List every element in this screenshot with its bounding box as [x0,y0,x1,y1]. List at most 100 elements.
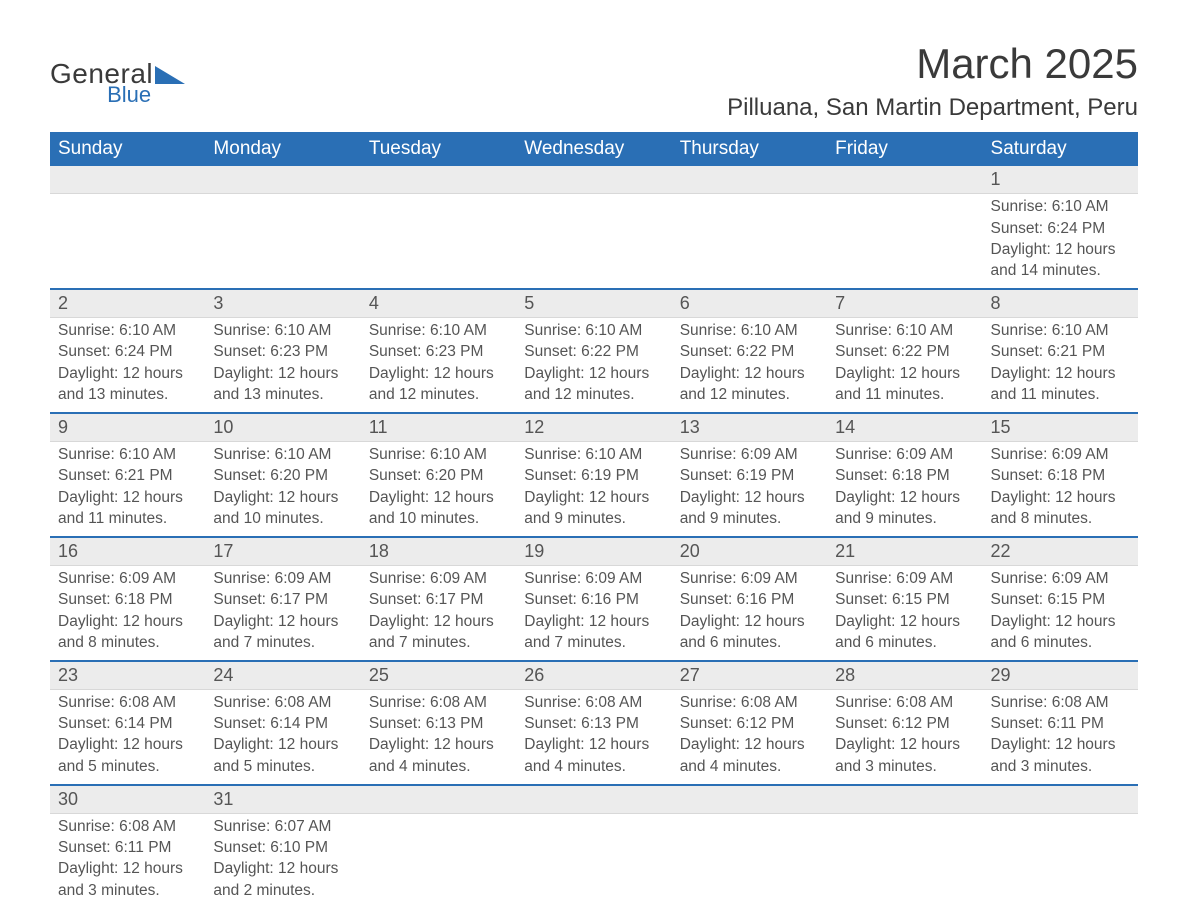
day-number-cell: 9 [50,413,205,442]
day-number-cell: 20 [672,537,827,566]
day-detail-cell: Sunrise: 6:09 AMSunset: 6:17 PMDaylight:… [361,566,516,661]
day-dl1: Daylight: 12 hours [58,488,197,508]
day-ss: Sunset: 6:22 PM [680,342,819,362]
day-dl2: and 6 minutes. [835,633,974,653]
day-number-row: 9101112131415 [50,413,1138,442]
logo-text: General Blue [50,60,153,106]
day-detail-cell: Sunrise: 6:09 AMSunset: 6:15 PMDaylight:… [827,566,982,661]
day-dl2: and 14 minutes. [991,261,1130,281]
logo: General Blue [50,60,185,106]
day-dl2: and 13 minutes. [213,385,352,405]
day-dl2: and 5 minutes. [213,757,352,777]
day-dl1: Daylight: 12 hours [58,735,197,755]
day-ss: Sunset: 6:15 PM [991,590,1130,610]
day-number-cell: 22 [983,537,1138,566]
day-ss: Sunset: 6:20 PM [213,466,352,486]
day-ss: Sunset: 6:13 PM [369,714,508,734]
day-dl1: Daylight: 12 hours [213,612,352,632]
day-dl1: Daylight: 12 hours [835,364,974,384]
day-number-cell: 31 [205,785,360,814]
day-sr: Sunrise: 6:09 AM [991,569,1130,589]
day-ss: Sunset: 6:19 PM [680,466,819,486]
day-detail-cell [50,194,205,289]
day-dl2: and 7 minutes. [213,633,352,653]
day-detail-cell: Sunrise: 6:09 AMSunset: 6:18 PMDaylight:… [983,442,1138,537]
logo-triangle-icon [155,66,185,88]
day-ss: Sunset: 6:14 PM [213,714,352,734]
day-detail-cell: Sunrise: 6:09 AMSunset: 6:16 PMDaylight:… [516,566,671,661]
day-dl1: Daylight: 12 hours [991,240,1130,260]
day-ss: Sunset: 6:19 PM [524,466,663,486]
day-detail-cell: Sunrise: 6:10 AMSunset: 6:22 PMDaylight:… [827,318,982,413]
day-dl1: Daylight: 12 hours [680,735,819,755]
day-detail-cell: Sunrise: 6:08 AMSunset: 6:12 PMDaylight:… [672,690,827,785]
day-dl1: Daylight: 12 hours [524,612,663,632]
day-dl1: Daylight: 12 hours [835,735,974,755]
day-number-row: 16171819202122 [50,537,1138,566]
day-number-cell [983,785,1138,814]
day-dl1: Daylight: 12 hours [524,488,663,508]
day-number-cell: 6 [672,289,827,318]
day-ss: Sunset: 6:18 PM [991,466,1130,486]
day-ss: Sunset: 6:16 PM [524,590,663,610]
day-number-cell: 14 [827,413,982,442]
day-detail-cell: Sunrise: 6:08 AMSunset: 6:14 PMDaylight:… [205,690,360,785]
day-dl2: and 12 minutes. [369,385,508,405]
day-detail-cell [827,814,982,908]
day-dl2: and 3 minutes. [991,757,1130,777]
day-detail-cell: Sunrise: 6:08 AMSunset: 6:12 PMDaylight:… [827,690,982,785]
day-dl1: Daylight: 12 hours [213,735,352,755]
day-number-cell: 25 [361,661,516,690]
day-detail-cell: Sunrise: 6:09 AMSunset: 6:17 PMDaylight:… [205,566,360,661]
day-sr: Sunrise: 6:10 AM [524,445,663,465]
day-number-cell: 11 [361,413,516,442]
day-ss: Sunset: 6:18 PM [58,590,197,610]
day-detail-cell: Sunrise: 6:10 AMSunset: 6:20 PMDaylight:… [205,442,360,537]
day-detail-cell [672,814,827,908]
day-sr: Sunrise: 6:08 AM [369,693,508,713]
day-dl1: Daylight: 12 hours [58,612,197,632]
day-sr: Sunrise: 6:10 AM [524,321,663,341]
day-number-cell [361,785,516,814]
day-number-cell: 1 [983,166,1138,194]
day-dl1: Daylight: 12 hours [369,735,508,755]
day-dl2: and 11 minutes. [58,509,197,529]
day-sr: Sunrise: 6:09 AM [213,569,352,589]
day-sr: Sunrise: 6:10 AM [369,321,508,341]
day-sr: Sunrise: 6:08 AM [58,693,197,713]
day-dl1: Daylight: 12 hours [680,364,819,384]
day-dl1: Daylight: 12 hours [991,488,1130,508]
day-dl2: and 11 minutes. [835,385,974,405]
day-sr: Sunrise: 6:10 AM [213,321,352,341]
day-sr: Sunrise: 6:10 AM [58,445,197,465]
day-number-cell [50,166,205,194]
day-dl2: and 10 minutes. [369,509,508,529]
day-number-cell: 2 [50,289,205,318]
day-ss: Sunset: 6:22 PM [835,342,974,362]
day-sr: Sunrise: 6:10 AM [680,321,819,341]
day-sr: Sunrise: 6:10 AM [991,321,1130,341]
weekday-header: Friday [827,132,982,166]
day-detail-row: Sunrise: 6:09 AMSunset: 6:18 PMDaylight:… [50,566,1138,661]
day-detail-row: Sunrise: 6:10 AMSunset: 6:24 PMDaylight:… [50,194,1138,289]
day-detail-cell: Sunrise: 6:08 AMSunset: 6:13 PMDaylight:… [516,690,671,785]
day-dl1: Daylight: 12 hours [524,364,663,384]
weekday-header: Sunday [50,132,205,166]
day-sr: Sunrise: 6:09 AM [680,445,819,465]
day-ss: Sunset: 6:22 PM [524,342,663,362]
day-number-cell: 30 [50,785,205,814]
day-ss: Sunset: 6:12 PM [835,714,974,734]
weekday-header: Wednesday [516,132,671,166]
day-sr: Sunrise: 6:08 AM [835,693,974,713]
day-number-cell: 29 [983,661,1138,690]
day-dl1: Daylight: 12 hours [369,364,508,384]
day-dl1: Daylight: 12 hours [213,859,352,879]
day-ss: Sunset: 6:14 PM [58,714,197,734]
day-dl2: and 7 minutes. [369,633,508,653]
day-detail-cell [361,194,516,289]
day-detail-cell: Sunrise: 6:10 AMSunset: 6:20 PMDaylight:… [361,442,516,537]
day-dl2: and 9 minutes. [524,509,663,529]
day-dl1: Daylight: 12 hours [835,612,974,632]
day-number-cell: 18 [361,537,516,566]
day-dl1: Daylight: 12 hours [58,364,197,384]
